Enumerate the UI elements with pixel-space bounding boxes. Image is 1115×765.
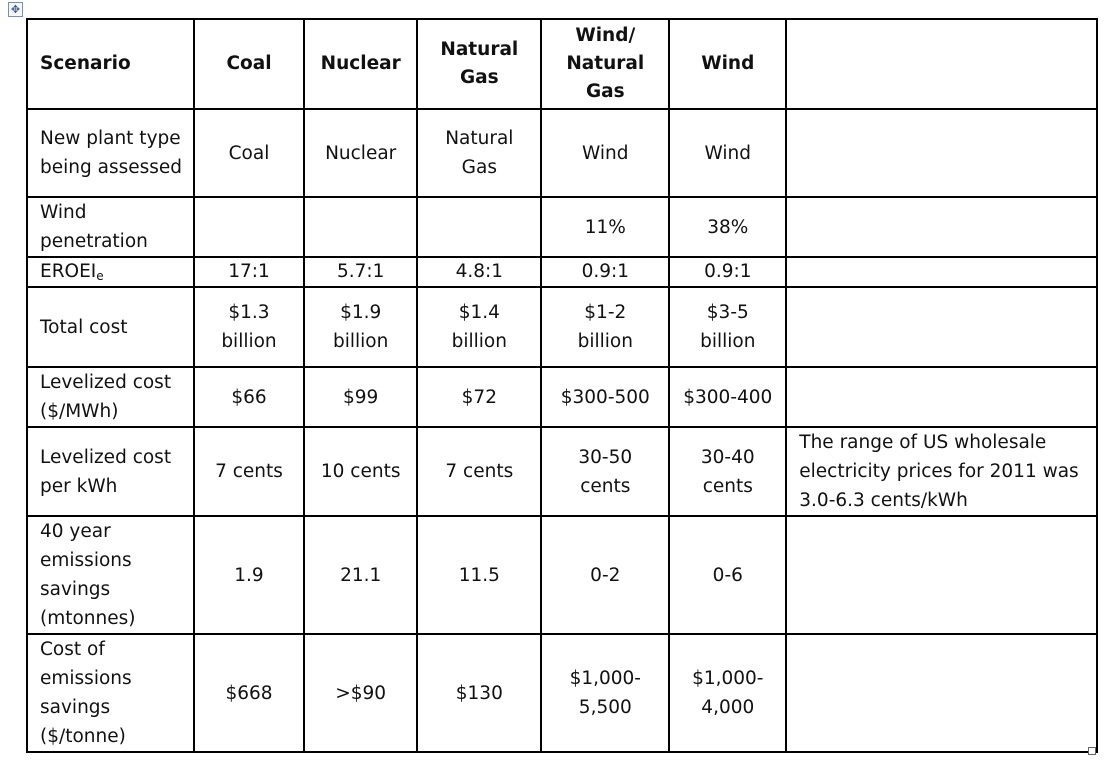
table-row-wind-penetration: Wind penetration 11% 38% — [26, 196, 1099, 258]
cell-total-cost-coal: $1.3 billion — [193, 286, 305, 368]
cell-cost-savings-wind-natural-gas: $1,000-5,500 — [540, 633, 671, 753]
table-row-levelized-cost-mwh: Levelized cost ($/MWh) $66 $99 $72 $300-… — [26, 366, 1099, 428]
cell-plant-type-note — [785, 108, 1099, 198]
header-wind: Wind — [668, 18, 788, 110]
cell-eroei-natural-gas: 4.8:1 — [416, 256, 543, 288]
cell-levelized-kwh-natural-gas: 7 cents — [416, 426, 543, 517]
header-coal: Coal — [193, 18, 305, 110]
cell-levelized-mwh-wind-natural-gas: $300-500 — [540, 366, 671, 428]
cell-emissions-wind: 0-6 — [668, 515, 788, 635]
cell-emissions-natural-gas: 11.5 — [416, 515, 543, 635]
cell-levelized-kwh-wind: 30-40 cents — [668, 426, 788, 517]
cell-eroei-note — [785, 256, 1099, 288]
cell-emissions-coal: 1.9 — [193, 515, 305, 635]
cell-wind-penetration-natural-gas — [416, 196, 543, 258]
cell-wind-penetration-nuclear — [302, 196, 419, 258]
header-wind-natural-gas: Wind/ Natural Gas — [540, 18, 671, 110]
cell-emissions-note — [785, 515, 1099, 635]
table-move-handle-icon[interactable]: ✥ — [8, 2, 23, 17]
cell-cost-savings-nuclear: >$90 — [302, 633, 419, 753]
cell-wind-penetration-coal — [193, 196, 305, 258]
cell-eroei-wind: 0.9:1 — [668, 256, 788, 288]
cell-levelized-mwh-coal: $66 — [193, 366, 305, 428]
cell-levelized-kwh-wind-natural-gas: 30-50 cents — [540, 426, 671, 517]
cell-levelized-kwh-nuclear: 10 cents — [302, 426, 419, 517]
cell-emissions-nuclear: 21.1 — [302, 515, 419, 635]
table-resize-handle-icon[interactable] — [1088, 747, 1096, 755]
table-row-levelized-cost-kwh: Levelized cost per kWh 7 cents 10 cents … — [26, 426, 1099, 517]
cell-plant-type-wind-natural-gas: Wind — [540, 108, 671, 198]
row-label-cost-of-savings: Cost of emissions savings ($/tonne) — [26, 633, 195, 753]
cell-total-cost-nuclear: $1.9 billion — [302, 286, 419, 368]
cell-eroei-coal: 17:1 — [193, 256, 305, 288]
cell-plant-type-coal: Coal — [193, 108, 305, 198]
cell-cost-savings-coal: $668 — [193, 633, 305, 753]
table-row-total-cost: Total cost $1.3 billion $1.9 billion $1.… — [26, 286, 1099, 368]
eroei-label-subscript: e — [96, 269, 104, 283]
header-row: Scenario Coal Nuclear Natural Gas Wind/ … — [26, 18, 1099, 110]
row-label-levelized-cost-mwh: Levelized cost ($/MWh) — [26, 366, 195, 428]
row-label-emissions-savings: 40 year emissions savings (mtonnes) — [26, 515, 195, 635]
row-label-plant-type: New plant type being assessed — [26, 108, 195, 198]
row-label-wind-penetration: Wind penetration — [26, 196, 195, 258]
header-scenario: Scenario — [26, 18, 195, 110]
cell-total-cost-wind: $3-5 billion — [668, 286, 788, 368]
cell-plant-type-nuclear: Nuclear — [302, 108, 419, 198]
table-row-cost-of-savings: Cost of emissions savings ($/tonne) $668… — [26, 633, 1099, 753]
header-notes — [785, 18, 1099, 110]
cell-emissions-wind-natural-gas: 0-2 — [540, 515, 671, 635]
cell-cost-savings-wind: $1,000-4,000 — [668, 633, 788, 753]
cell-eroei-nuclear: 5.7:1 — [302, 256, 419, 288]
cell-total-cost-natural-gas: $1.4 billion — [416, 286, 543, 368]
table-row-eroei: EROEIe 17:1 5.7:1 4.8:1 0.9:1 0.9:1 — [26, 256, 1099, 288]
cell-total-cost-note — [785, 286, 1099, 368]
cell-wind-penetration-note — [785, 196, 1099, 258]
cell-wind-penetration-wind: 38% — [668, 196, 788, 258]
row-label-levelized-cost-kwh: Levelized cost per kWh — [26, 426, 195, 517]
cell-cost-savings-note — [785, 633, 1099, 753]
header-nuclear: Nuclear — [302, 18, 419, 110]
cell-total-cost-wind-natural-gas: $1-2 billion — [540, 286, 671, 368]
cell-levelized-mwh-note — [785, 366, 1099, 428]
cell-levelized-mwh-natural-gas: $72 — [416, 366, 543, 428]
table-row-emissions-savings: 40 year emissions savings (mtonnes) 1.9 … — [26, 515, 1099, 635]
row-label-total-cost: Total cost — [26, 286, 195, 368]
header-natural-gas: Natural Gas — [416, 18, 543, 110]
cell-wind-penetration-wind-natural-gas: 11% — [540, 196, 671, 258]
wholesale-price-note: The range of US wholesale electricity pr… — [785, 426, 1099, 517]
cell-levelized-mwh-nuclear: $99 — [302, 366, 419, 428]
comparison-table: Scenario Coal Nuclear Natural Gas Wind/ … — [26, 18, 1099, 753]
row-label-eroei: EROEIe — [26, 256, 195, 288]
cell-levelized-mwh-wind: $300-400 — [668, 366, 788, 428]
cell-plant-type-natural-gas: Natural Gas — [416, 108, 543, 198]
cell-levelized-kwh-coal: 7 cents — [193, 426, 305, 517]
cell-cost-savings-natural-gas: $130 — [416, 633, 543, 753]
table-row-plant-type: New plant type being assessed Coal Nucle… — [26, 108, 1099, 198]
cell-eroei-wind-natural-gas: 0.9:1 — [540, 256, 671, 288]
eroei-label-text: EROEI — [40, 261, 97, 282]
cell-plant-type-wind: Wind — [668, 108, 788, 198]
